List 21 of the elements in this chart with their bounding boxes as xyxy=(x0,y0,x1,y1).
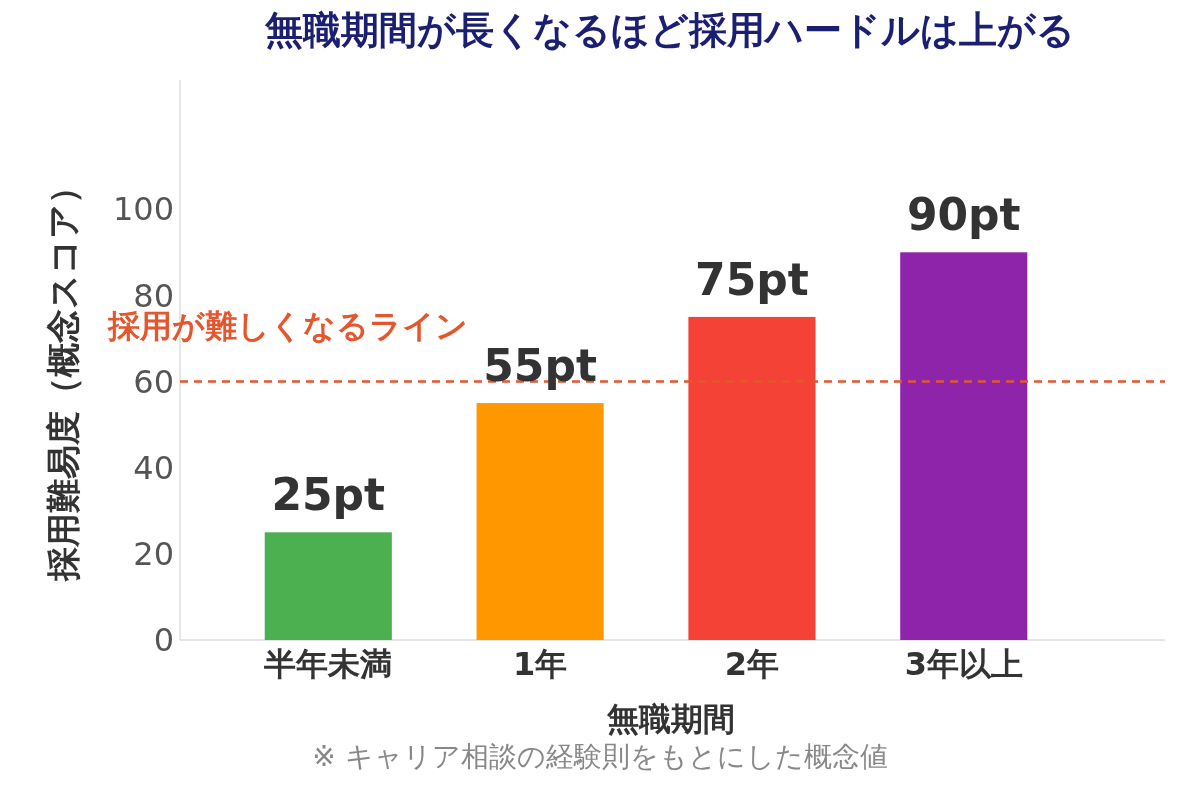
data-label: 75pt xyxy=(695,253,809,305)
data-label: 55pt xyxy=(483,340,597,392)
text: ※ キャリア相談の経験則をもとにした概念値 xyxy=(312,740,888,773)
x-axis-title: 無職期間 xyxy=(605,700,735,738)
chart-title: 無職期間が長くなるほど採用ハードルは上がる xyxy=(264,8,1075,52)
data-label: 25pt xyxy=(271,469,386,521)
y-tick-label: 60 xyxy=(133,362,174,401)
bar xyxy=(476,403,604,640)
y-tick-label: 20 xyxy=(133,535,174,574)
y-axis-title: 採用難易度（概念スコア） xyxy=(43,169,83,582)
bar xyxy=(688,316,816,640)
y-tick-label: 100 xyxy=(112,190,174,229)
y-tick-label: 40 xyxy=(133,448,174,487)
x-tick-label: 2年 xyxy=(724,645,780,683)
data-label: 90pt xyxy=(906,189,1021,241)
x-tick-label: 1年 xyxy=(512,645,568,683)
bar xyxy=(264,532,392,640)
x-tick-label: 半年未満 xyxy=(263,645,393,683)
x-tick-label: 3年以上 xyxy=(904,645,1023,683)
y-tick-label: 0 xyxy=(153,621,174,660)
bar xyxy=(900,252,1028,640)
